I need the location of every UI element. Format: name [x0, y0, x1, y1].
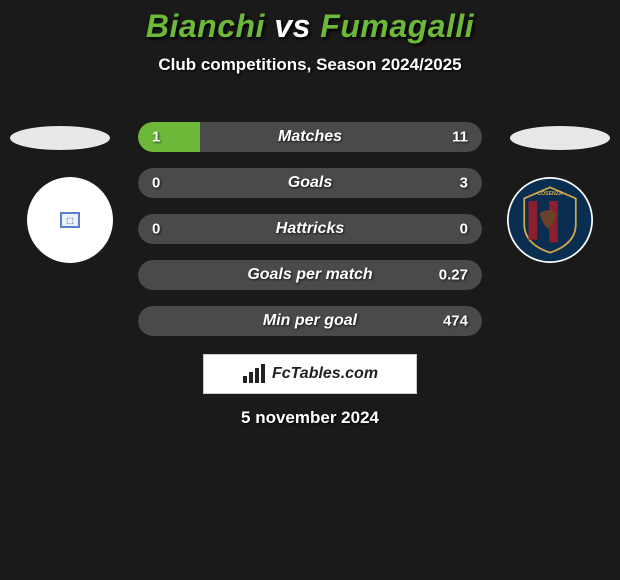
- player1-badge: ⬚: [27, 177, 113, 263]
- stat-left-value: 0: [152, 175, 160, 192]
- svg-text:COSENZA: COSENZA: [537, 191, 562, 197]
- stat-row-goals: 0 Goals 3: [138, 168, 482, 198]
- left-shadow-ellipse: [10, 126, 110, 150]
- stat-row-matches: 1 Matches 11: [138, 122, 482, 152]
- stat-right-value: 3: [460, 175, 468, 192]
- stat-right-value: 474: [443, 313, 468, 330]
- player2-name: Fumagalli: [320, 8, 474, 44]
- stat-label: Hattricks: [276, 220, 344, 238]
- right-shadow-ellipse: [510, 126, 610, 150]
- brand-text: FcTables.com: [272, 365, 378, 383]
- bars-icon: [242, 364, 266, 384]
- stat-right-value: 0.27: [439, 267, 468, 284]
- stat-right-value: 11: [452, 129, 468, 146]
- footer-date: 5 november 2024: [241, 408, 379, 428]
- stat-row-min-per-goal: Min per goal 474: [138, 306, 482, 336]
- club-shield-icon: COSENZA: [507, 177, 593, 263]
- stat-left-value: 0: [152, 221, 160, 238]
- brand-box[interactable]: FcTables.com: [203, 354, 417, 394]
- player1-name: Bianchi: [146, 8, 265, 44]
- stat-label: Goals per match: [247, 266, 372, 284]
- vs-separator: vs: [274, 8, 311, 44]
- stat-row-hattricks: 0 Hattricks 0: [138, 214, 482, 244]
- subtitle: Club competitions, Season 2024/2025: [0, 55, 620, 75]
- stat-right-value: 0: [460, 221, 468, 238]
- player2-badge: COSENZA: [507, 177, 593, 263]
- page-title: Bianchi vs Fumagalli: [0, 0, 620, 45]
- stat-left-value: 1: [152, 129, 160, 146]
- stat-label: Min per goal: [263, 312, 357, 330]
- placeholder-badge-icon: ⬚: [60, 212, 80, 228]
- stat-label: Goals: [288, 174, 332, 192]
- stats-panel: 1 Matches 11 0 Goals 3 0 Hattricks 0 Goa…: [138, 122, 482, 352]
- stat-row-goals-per-match: Goals per match 0.27: [138, 260, 482, 290]
- stat-bar-fill: [138, 122, 200, 152]
- stat-label: Matches: [278, 128, 342, 146]
